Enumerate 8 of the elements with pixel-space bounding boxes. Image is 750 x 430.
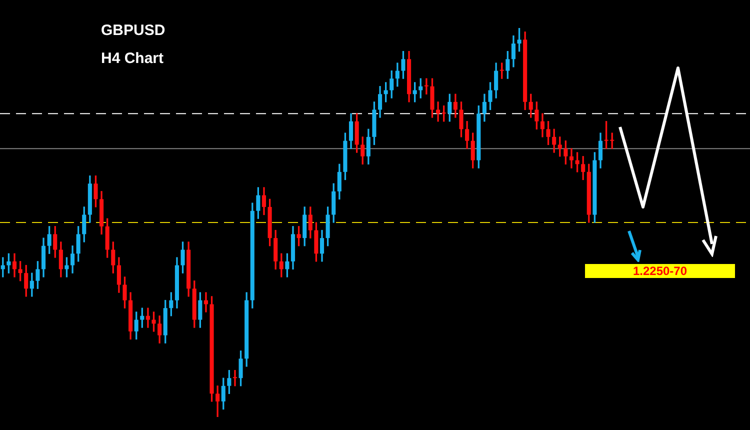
candlestick (216, 386, 220, 417)
candlestick (424, 78, 428, 94)
chart-title: GBPUSD (101, 22, 166, 39)
candlestick (569, 148, 574, 168)
candlestick (146, 308, 150, 328)
candlestick (436, 102, 440, 122)
text: H4 Chart (101, 50, 164, 67)
candlestick (232, 370, 238, 386)
